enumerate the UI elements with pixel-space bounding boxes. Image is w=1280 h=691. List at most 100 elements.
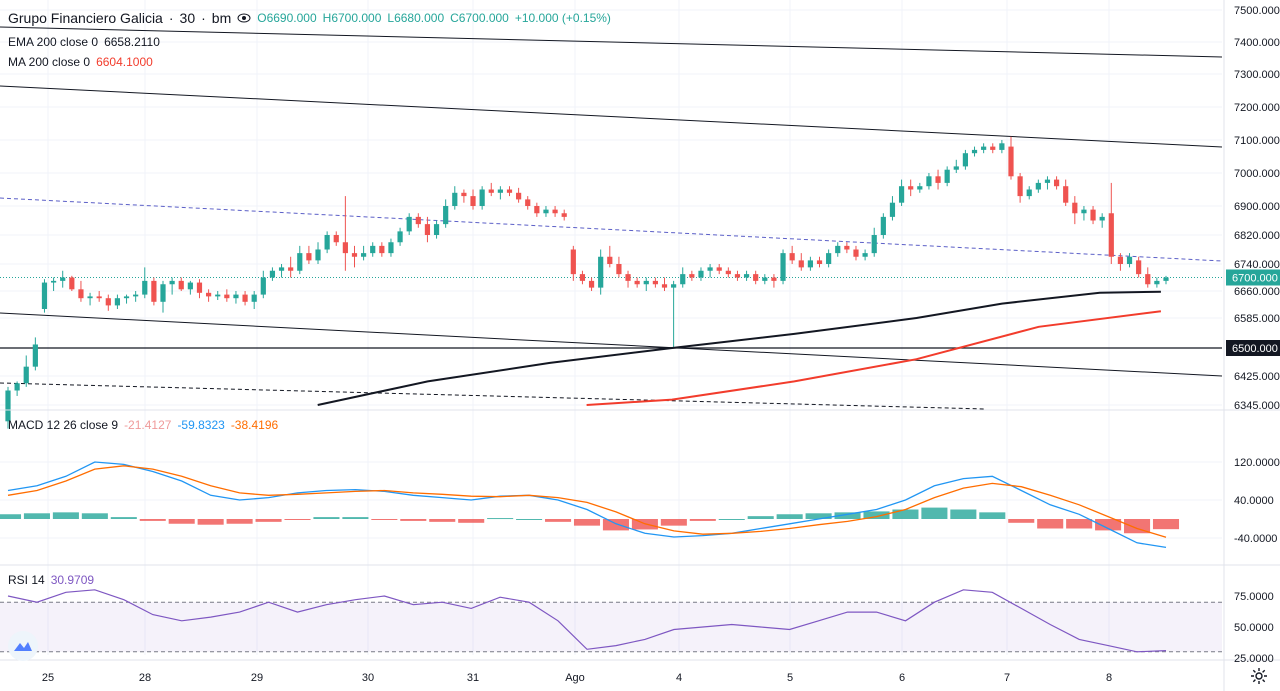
candle <box>470 189 476 210</box>
candle-body <box>461 192 467 197</box>
eye-icon[interactable] <box>237 13 251 23</box>
candle-body <box>470 196 476 206</box>
x-tick-label: 6 <box>899 672 905 684</box>
candle <box>616 256 622 278</box>
candle <box>534 202 540 217</box>
channel-line-lower <box>0 312 1223 377</box>
candle <box>187 280 193 295</box>
candle-body <box>288 267 294 271</box>
candle <box>415 213 421 228</box>
candle-body <box>443 206 449 225</box>
candle-body <box>908 186 914 190</box>
candle-body <box>716 267 722 271</box>
y-tick-label: 7400.000 <box>1234 37 1280 49</box>
candle-body <box>351 253 358 257</box>
candle-body <box>151 280 157 302</box>
logo-icon <box>14 642 32 651</box>
candle <box>105 294 111 311</box>
candle <box>862 249 868 261</box>
rsi-legend[interactable]: RSI 14 30.9709 <box>8 573 95 587</box>
gear-icon[interactable] <box>1250 667 1268 685</box>
candle <box>50 277 57 291</box>
candle-body <box>379 245 385 254</box>
signal-line <box>7 465 1167 538</box>
candle <box>443 199 449 228</box>
candle <box>1136 256 1142 278</box>
symbol-name[interactable]: Grupo Financiero Galicia <box>8 10 163 26</box>
candle <box>461 189 467 203</box>
candle-body <box>224 294 230 299</box>
candle-body <box>123 296 130 299</box>
candle-body <box>260 277 266 295</box>
macd-hist-bar <box>1095 519 1122 531</box>
macd-hist-bar <box>747 516 774 519</box>
symbol-row: Grupo Financiero Galicia · 30 · bm O6690… <box>8 10 611 26</box>
x-tick-label: Ago <box>565 672 585 684</box>
candle <box>133 291 139 302</box>
candle-body <box>1126 256 1133 264</box>
candle-body <box>990 146 996 150</box>
candle <box>780 249 786 285</box>
macd-hist-bar <box>573 519 601 526</box>
candle <box>123 294 130 304</box>
candle <box>1108 182 1114 264</box>
candle-body <box>753 274 759 281</box>
candle-body <box>762 277 768 281</box>
macd-legend[interactable]: MACD 12 26 close 9 -21.4127 -59.8323 -38… <box>8 418 279 432</box>
macd-hist-bar <box>834 512 861 519</box>
trend-lines <box>0 26 1223 410</box>
interval[interactable]: 30 <box>179 10 196 26</box>
candle <box>388 238 394 257</box>
candle-body <box>342 242 348 254</box>
candle-body <box>160 284 166 302</box>
y-tick-label: 6740.000 <box>1234 259 1280 271</box>
candle-body <box>1072 202 1078 214</box>
candle <box>32 337 38 371</box>
ema-legend[interactable]: EMA 200 close 0 6658.2110 <box>8 35 160 49</box>
candle-body <box>598 256 604 288</box>
candle <box>1163 275 1169 285</box>
candle <box>844 242 850 254</box>
candle <box>716 264 722 275</box>
candle-body <box>853 249 859 257</box>
candle <box>242 291 248 306</box>
y-tick-label: 7300.000 <box>1234 69 1280 81</box>
candle <box>297 245 303 275</box>
tradingview-logo[interactable] <box>8 631 38 661</box>
candle <box>196 279 203 299</box>
macd-tick-label: 40.0000 <box>1234 495 1274 507</box>
candle <box>288 256 294 278</box>
macd-hist-bar <box>689 519 716 521</box>
ma-legend[interactable]: MA 200 close 0 6604.1000 <box>8 55 153 69</box>
macd-hist-bar <box>921 507 948 519</box>
candle-body <box>816 260 823 264</box>
candle <box>853 245 859 261</box>
y-tick-label: 6585.000 <box>1234 313 1280 325</box>
candle-body <box>862 253 868 257</box>
candle <box>908 179 914 197</box>
rsi-band <box>0 602 1222 652</box>
macd-hist-bar <box>487 518 514 520</box>
candle-body <box>506 189 513 193</box>
candle-body <box>114 298 121 306</box>
candle <box>361 245 367 261</box>
candle <box>142 267 148 299</box>
macd-hist-bar <box>458 519 485 523</box>
candle <box>351 245 358 268</box>
macd-hist-bar <box>255 519 282 522</box>
candle <box>889 196 896 221</box>
rsi-pane <box>0 589 1222 653</box>
candle <box>671 280 677 348</box>
candles <box>5 136 1169 429</box>
candle-body <box>306 253 312 261</box>
candle <box>871 227 877 257</box>
macd-tick-label: -40.0000 <box>1234 533 1277 545</box>
candle-body <box>415 216 421 225</box>
candle <box>588 277 595 291</box>
ema-200-line <box>317 290 1161 406</box>
macd-hist-bar <box>1066 519 1093 529</box>
candle <box>579 270 586 285</box>
candle <box>634 277 640 288</box>
candle <box>406 213 412 235</box>
